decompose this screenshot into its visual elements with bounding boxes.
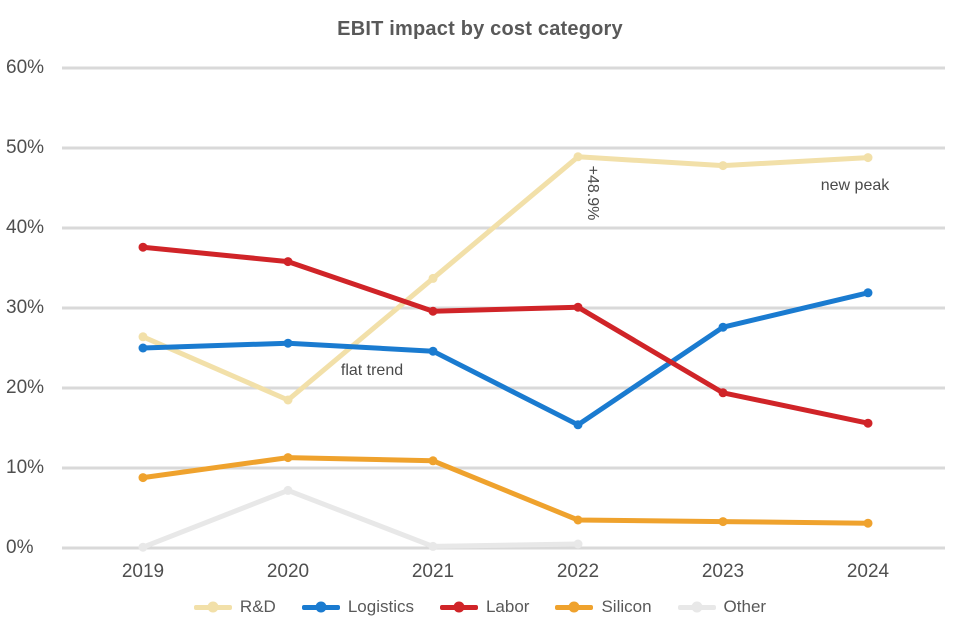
data-point-marker [428,306,438,316]
y-axis-label: 30% [6,297,45,318]
x-axis-label: 2021 [411,561,455,582]
data-point-marker [283,453,293,463]
data-point-marker [283,257,293,267]
legend-dot-icon [315,601,327,613]
annotation-label: new peak [820,177,890,194]
data-point-marker [428,346,438,356]
data-point-marker [573,539,583,549]
data-point-marker [573,420,583,430]
legend-label: Labor [485,597,530,616]
chart-title: EBIT impact by cost category [337,18,623,40]
y-axis-label: 50% [6,137,45,158]
legend-item-logistics: Logistics [301,597,414,617]
legend-dot-icon [207,601,219,613]
series-line-other [140,487,581,550]
data-point-marker [718,322,728,332]
series-line-silicon [140,455,871,526]
y-axis-label: 40% [6,217,45,238]
data-point-marker [428,273,438,283]
legend-line-marker-icon [555,601,594,613]
data-point-marker [863,288,873,298]
data-point-marker [863,518,873,528]
data-point-marker [428,541,438,551]
annotation-label: flat trend [340,362,404,379]
legend-item-other: Other [677,597,767,617]
legend-label: Silicon [601,597,652,616]
data-point-marker [863,153,873,163]
legend-label: Other [723,597,767,616]
chart-legend: R&D Logistics Labor Silicon Other [0,597,960,617]
data-point-marker [573,515,583,525]
series-line-r-d [140,154,871,403]
data-point-marker [138,542,148,552]
annotation-label: +48.9% [584,165,601,221]
data-point-marker [863,418,873,428]
legend-dot-icon [453,601,465,613]
legend-item-silicon: Silicon [555,597,652,617]
x-axis-label: 2022 [556,561,600,582]
legend-line-marker-icon [439,601,478,613]
data-point-marker [573,152,583,162]
data-point-marker [718,388,728,398]
data-point-marker [138,242,148,252]
x-axis-label: 2020 [266,561,310,582]
y-axis-label: 0% [6,537,34,558]
legend-dot-icon [691,601,703,613]
data-point-marker [283,485,293,495]
x-axis-label: 2023 [701,561,745,582]
data-point-marker [283,395,293,405]
x-axis-label: 2019 [121,561,165,582]
data-point-marker [573,302,583,312]
y-axis-label: 10% [6,457,45,478]
data-point-marker [283,338,293,348]
legend-dot-icon [568,601,580,613]
series-line-labor [140,244,871,426]
legend-item-r-d: R&D [193,597,276,617]
data-point-marker [718,161,728,171]
data-point-marker [138,332,148,342]
x-axis-label: 2024 [846,561,890,582]
legend-line-marker-icon [193,601,232,613]
series-line-logistics [140,290,871,428]
legend-line-marker-icon [677,601,716,613]
legend-label: R&D [239,597,276,616]
data-point-marker [138,343,148,353]
y-axis-label: 60% [6,57,45,78]
data-point-marker [138,473,148,483]
legend-line-marker-icon [301,601,340,613]
data-point-marker [428,456,438,466]
legend-label: Logistics [347,597,414,616]
y-axis-label: 20% [6,377,45,398]
legend-item-labor: Labor [439,597,530,617]
data-point-marker [718,517,728,527]
